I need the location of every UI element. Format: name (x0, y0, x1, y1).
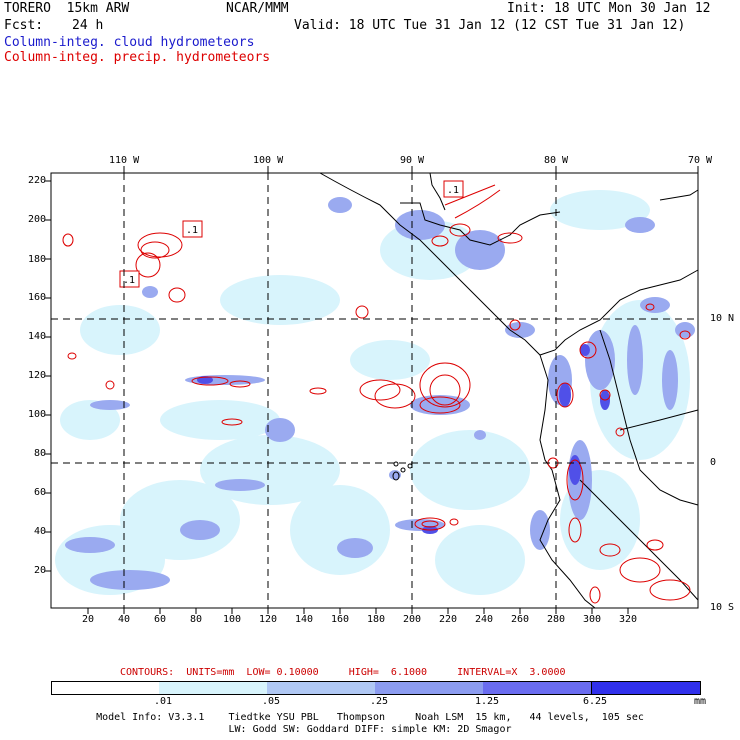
y-tick-label: 220 (27, 175, 46, 186)
x-tick-label: 100 (223, 614, 242, 625)
forecast-label: Fcst: (4, 18, 44, 33)
x-tick-label: 320 (619, 614, 638, 625)
coastlines (319, 172, 699, 609)
lon-label-80w: 80 W (544, 155, 569, 166)
colorbar-tick: 6.25 (583, 696, 608, 707)
precip-legend: Column-integ. precip. hydrometeors (4, 50, 271, 65)
model-info-line1: Model Info: V3.3.1 Tiedtke YSU PBL Thomp… (96, 712, 644, 723)
lat-lon-gridlines (51, 173, 698, 608)
lon-label-90w: 90 W (400, 155, 425, 166)
x-tick-label: 220 (439, 614, 458, 625)
top-ticks (123, 166, 699, 173)
colorbar-cell (483, 681, 591, 695)
cloud-legend: Column-integ. cloud hydrometeors (4, 35, 255, 50)
contour-label-2: .1 (123, 275, 135, 286)
x-tick-label: 280 (547, 614, 566, 625)
colorbar-tick: .05 (262, 696, 281, 707)
x-tick-label: 20 (82, 614, 95, 625)
map-frame (50, 172, 699, 609)
y-tick-label: 40 (33, 526, 46, 537)
lat-label-10s: 10 S (710, 602, 735, 613)
bottom-ticks (87, 608, 629, 614)
y-tick-label: 140 (27, 331, 46, 342)
x-tick-label: 160 (331, 614, 350, 625)
contour-label-1: .1 (186, 225, 198, 236)
y-tick-label: 160 (27, 292, 46, 303)
valid-time: Valid: 18 UTC Tue 31 Jan 12 (12 CST Tue … (294, 18, 686, 33)
x-tick-label: 180 (367, 614, 386, 625)
x-tick-label: 240 (475, 614, 494, 625)
x-tick-label: 200 (403, 614, 422, 625)
colorbar-unit: mm (694, 696, 707, 707)
x-tick-label: 140 (295, 614, 314, 625)
lon-label-110w: 110 W (109, 155, 140, 166)
precip-contours (62, 184, 691, 604)
colorbar-cell (591, 681, 701, 695)
y-tick-label: 120 (27, 370, 46, 381)
model-title: TORERO 15km ARW (4, 1, 130, 16)
lon-label-70w: 70 W (688, 155, 713, 166)
center-name: NCAR/MMM (226, 1, 289, 16)
y-tick-label: 60 (33, 487, 46, 498)
x-tick-label: 120 (259, 614, 278, 625)
y-tick-label: 180 (27, 254, 46, 265)
colorbar-tick: .01 (154, 696, 173, 707)
x-tick-label: 80 (190, 614, 203, 625)
colorbar-cell (267, 681, 375, 695)
contour-label-3: .1 (447, 185, 459, 196)
colorbar-tick: .25 (370, 696, 389, 707)
x-tick-label: 260 (511, 614, 530, 625)
colorbar-cell (51, 681, 161, 695)
y-tick-label: 20 (33, 565, 46, 576)
forecast-hours: 24 h (72, 18, 104, 33)
y-tick-label: 200 (27, 214, 46, 225)
lat-label-0: 0 (710, 457, 717, 468)
init-time: Init: 18 UTC Mon 30 Jan 12 (507, 1, 711, 16)
colorbar-tick: 1.25 (475, 696, 500, 707)
lon-label-100w: 100 W (253, 155, 284, 166)
x-tick-label: 60 (154, 614, 167, 625)
left-ticks (45, 180, 51, 572)
colorbar-cell (375, 681, 483, 695)
y-tick-label: 100 (27, 409, 46, 420)
model-info-line2: LW: Godd SW: Goddard DIFF: simple KM: 2D… (228, 724, 512, 735)
x-tick-label: 300 (583, 614, 602, 625)
lat-label-10n: 10 N (710, 313, 735, 324)
x-tick-label: 40 (118, 614, 131, 625)
colorbar-cell (159, 681, 267, 695)
contour-label-boxes (119, 180, 464, 288)
y-tick-label: 80 (33, 448, 46, 459)
contour-info: CONTOURS: UNITS=mm LOW= 0.10000 HIGH= 6.… (120, 667, 566, 678)
